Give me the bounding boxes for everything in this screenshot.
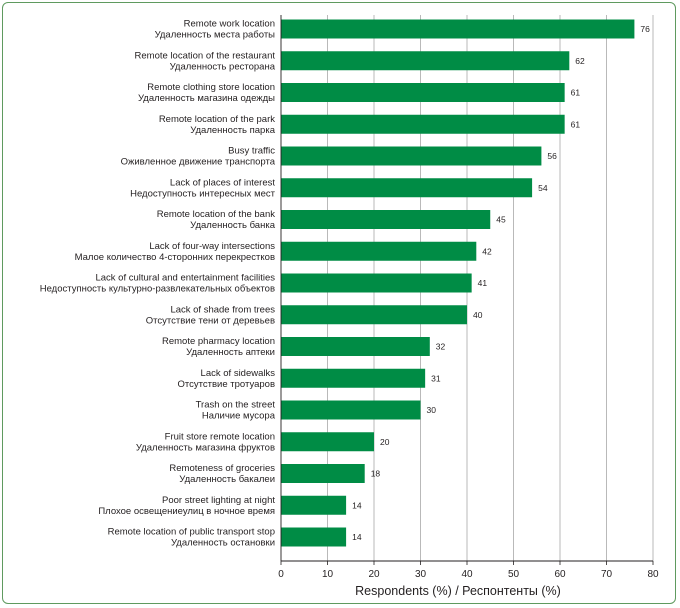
category-label: Poor street lighting at night Плохое осве…: [98, 495, 275, 517]
category-label: Remote location of the bank Удаленность б…: [157, 209, 276, 231]
data-label: 62: [575, 56, 585, 66]
bar: [281, 305, 467, 325]
category-label: Fruit store remote location Удаленность м…: [136, 431, 275, 453]
data-label: 32: [436, 342, 446, 352]
data-label: 40: [473, 310, 483, 320]
x-tick-label: 10: [322, 569, 334, 580]
bar: [281, 432, 374, 452]
bar: [281, 337, 430, 356]
x-tick-label: 20: [368, 569, 380, 580]
bar: [281, 114, 565, 134]
category-label: Remote clothing store location Удаленност…: [138, 82, 275, 104]
bar: [281, 83, 565, 102]
category-label: Remoteness of groceries Удаленность бакал…: [169, 463, 275, 485]
x-tick-label: 70: [601, 569, 613, 580]
data-label: 14: [352, 500, 362, 510]
bar: [281, 241, 477, 261]
bar-chart: Remote work location Удаленность места ра…: [40, 15, 659, 598]
data-label: 42: [482, 246, 492, 256]
x-tick-label: 40: [461, 569, 473, 580]
x-tick-label: 60: [554, 569, 566, 580]
category-label: Lack of sidewalks Отсутствие тротуаров: [178, 368, 276, 390]
category-label: Busy traffic Оживленное движение транспор…: [121, 146, 276, 168]
data-label: 30: [427, 405, 437, 415]
x-tick-label: 80: [647, 569, 659, 580]
bar: [281, 178, 533, 198]
bar: [281, 400, 421, 420]
bar: [281, 51, 570, 71]
category-label: Remote location of the park Удаленность п…: [159, 114, 276, 136]
category-label: Remote location of the restaurant Удаленн…: [135, 50, 276, 72]
category-label: Lack of cultural and entertainment facil…: [40, 273, 276, 295]
bar: [281, 146, 542, 166]
x-axis: 0 10 20 30 40 50 60 70 80: [278, 15, 659, 580]
bar: [281, 19, 635, 39]
data-label: 76: [640, 24, 650, 34]
bar: [281, 495, 347, 515]
x-tick-label: 30: [415, 569, 427, 580]
bar: [281, 368, 426, 388]
category-label: Lack of four-way intersections Малое коли…: [75, 241, 276, 263]
data-label: 41: [478, 278, 488, 288]
data-label: 45: [496, 215, 506, 225]
x-tick-label: 50: [508, 569, 520, 580]
data-label: 14: [352, 532, 362, 542]
data-label: 18: [371, 469, 381, 479]
value-labels: 76 62 61 61 56 54 45 42 41 40 32 31 30 20 18 14 14: [352, 24, 650, 542]
bar: [281, 527, 347, 547]
data-label: 61: [571, 119, 581, 129]
category-label: Trash on the street Наличие мусора: [196, 400, 276, 422]
data-label: 61: [571, 88, 581, 98]
data-label: 20: [380, 437, 390, 447]
data-label: 54: [538, 183, 548, 193]
x-axis-title: Respondents (%) / Респонтенты (%): [355, 584, 561, 598]
category-label: Remote work location Удаленность места ра…: [155, 19, 276, 41]
bar: [281, 273, 472, 293]
category-labels: Remote work location Удаленность места ра…: [40, 19, 276, 549]
data-label: 31: [431, 373, 441, 383]
data-label: 56: [547, 151, 557, 161]
category-label: Remote pharmacy location Удаленность апте…: [162, 336, 275, 358]
bar: [281, 210, 491, 229]
category-label: Remote location of public transport stop…: [108, 527, 275, 549]
x-tick-label: 0: [278, 569, 284, 580]
bar: [281, 464, 365, 483]
category-label: Lack of shade from trees Отсутствие тени …: [146, 304, 276, 326]
category-label: Lack of places of interest Недоступность …: [130, 177, 276, 199]
bars: [281, 19, 635, 547]
